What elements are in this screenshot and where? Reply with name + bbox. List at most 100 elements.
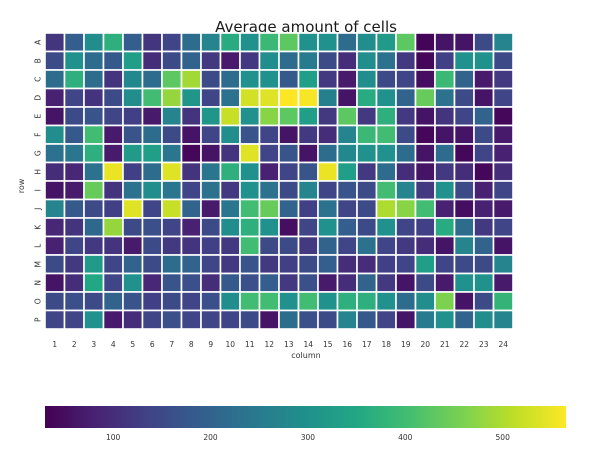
heatmap-cell	[414, 32, 436, 53]
heatmap-cell	[434, 69, 456, 90]
heatmap-cell	[375, 272, 397, 293]
heatmap-cell	[473, 198, 495, 219]
heatmap-cell	[492, 106, 514, 127]
row-tick-label: G	[34, 150, 43, 156]
heatmap-cell	[63, 235, 85, 256]
heatmap-cell	[317, 198, 339, 219]
heatmap-cell	[219, 87, 241, 108]
heatmap-cell	[317, 235, 339, 256]
heatmap-cell	[317, 161, 339, 182]
column-tick-label: 23	[479, 340, 489, 349]
heatmap-cell	[375, 217, 397, 238]
heatmap-cell	[122, 235, 144, 256]
heatmap-cell	[336, 69, 358, 90]
column-tick-label: 19	[401, 340, 411, 349]
heatmap-cell	[219, 124, 241, 145]
heatmap-cell	[161, 161, 183, 182]
heatmap-cell	[414, 217, 436, 238]
heatmap-cell	[356, 32, 378, 53]
heatmap-cell	[122, 217, 144, 238]
heatmap-cell	[492, 309, 514, 330]
heatmap-cell	[102, 198, 124, 219]
column-tick-label: 6	[150, 340, 155, 349]
heatmap-cell	[180, 291, 202, 312]
heatmap-cell	[473, 50, 495, 71]
heatmap-cell	[356, 272, 378, 293]
heatmap-cell	[83, 32, 105, 53]
heatmap-cell	[83, 217, 105, 238]
heatmap-cell	[297, 180, 319, 201]
heatmap-cell	[492, 291, 514, 312]
heatmap-cell	[473, 124, 495, 145]
heatmap-cell	[102, 124, 124, 145]
heatmap-cell	[414, 161, 436, 182]
heatmap-cell	[375, 198, 397, 219]
heatmap-cell	[258, 309, 280, 330]
row-tick-label: A	[34, 39, 43, 45]
heatmap-cell	[473, 87, 495, 108]
heatmap-cell	[219, 198, 241, 219]
heatmap-cell	[395, 291, 417, 312]
heatmap-cell	[453, 217, 475, 238]
heatmap-cell	[180, 143, 202, 164]
heatmap-cell	[278, 143, 300, 164]
row-tick-labels: A B C D E F G H I J K L M N O P	[34, 39, 43, 322]
heatmap-cell	[141, 235, 163, 256]
heatmap-cell	[395, 106, 417, 127]
colorbar-tick-label: 100	[106, 433, 121, 442]
column-tick-label: 22	[459, 340, 469, 349]
row-tick-label: M	[34, 261, 43, 267]
heatmap-cell	[414, 291, 436, 312]
heatmap-cell	[161, 217, 183, 238]
heatmap-cell	[63, 272, 85, 293]
heatmap-cell	[63, 87, 85, 108]
heatmap-cell	[63, 198, 85, 219]
heatmap-cell	[336, 291, 358, 312]
heatmap-cell	[473, 32, 495, 53]
heatmap-cell	[414, 198, 436, 219]
heatmap-cell	[297, 143, 319, 164]
heatmap-cell	[161, 143, 183, 164]
heatmap-cell	[375, 143, 397, 164]
heatmap-cell	[278, 217, 300, 238]
row-tick-label: K	[34, 224, 43, 230]
colorbar	[45, 406, 566, 428]
heatmap-cell	[453, 69, 475, 90]
heatmap-cell	[395, 87, 417, 108]
heatmap-cell	[356, 143, 378, 164]
heatmap-cell	[161, 254, 183, 275]
column-tick-label: 16	[342, 340, 352, 349]
heatmap-cell	[375, 309, 397, 330]
heatmap-cell	[434, 106, 456, 127]
heatmap-cell	[395, 143, 417, 164]
heatmap-cell	[239, 161, 261, 182]
heatmap-cell	[375, 106, 397, 127]
heatmap-cell	[200, 235, 222, 256]
heatmap-cell	[102, 50, 124, 71]
heatmap-cell	[63, 180, 85, 201]
heatmap-cell	[297, 272, 319, 293]
heatmap-cell	[141, 69, 163, 90]
heatmap-cell	[200, 124, 222, 145]
heatmap-cell	[434, 161, 456, 182]
heatmap-cell	[141, 106, 163, 127]
heatmap-cell	[63, 50, 85, 71]
column-tick-label: 12	[264, 340, 274, 349]
heatmap-cell	[141, 124, 163, 145]
heatmap-cell	[434, 50, 456, 71]
heatmap-cell	[356, 235, 378, 256]
heatmap-cell	[44, 124, 66, 145]
heatmap-cell	[200, 69, 222, 90]
heatmap-cell	[453, 309, 475, 330]
heatmap-cell	[395, 180, 417, 201]
heatmap-cell	[258, 235, 280, 256]
heatmap-cell	[473, 254, 495, 275]
heatmap-cell	[278, 50, 300, 71]
heatmap-cell	[102, 161, 124, 182]
heatmap-cell	[83, 161, 105, 182]
heatmap-cell	[395, 309, 417, 330]
column-tick-label: 5	[130, 340, 135, 349]
heatmap-cell	[180, 32, 202, 53]
heatmap-cell	[473, 180, 495, 201]
heatmap-cell	[239, 69, 261, 90]
